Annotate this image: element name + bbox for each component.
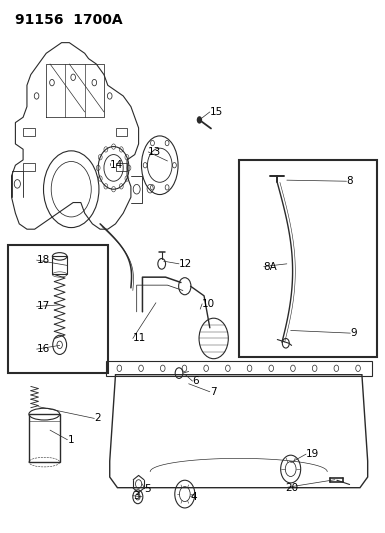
Bar <box>23 163 35 171</box>
Bar <box>239 160 377 357</box>
Bar <box>23 128 35 136</box>
Text: 5: 5 <box>144 484 151 494</box>
Text: 7: 7 <box>210 387 216 397</box>
Text: 3: 3 <box>133 491 139 500</box>
Text: 9: 9 <box>350 328 357 338</box>
Text: 91156  1700A: 91156 1700A <box>15 13 123 27</box>
Text: 6: 6 <box>192 376 199 386</box>
Text: 1: 1 <box>67 435 74 445</box>
Text: 14: 14 <box>110 160 123 170</box>
Text: 15: 15 <box>210 107 223 117</box>
Text: 19: 19 <box>306 449 319 459</box>
Text: 16: 16 <box>37 344 50 354</box>
Bar <box>52 256 67 274</box>
Text: 4: 4 <box>191 492 197 502</box>
Text: 20: 20 <box>285 483 298 492</box>
Circle shape <box>197 116 202 124</box>
Text: 12: 12 <box>179 259 192 269</box>
Text: 10: 10 <box>202 299 215 309</box>
Bar <box>116 128 127 136</box>
Text: 13: 13 <box>148 147 161 157</box>
Bar <box>106 361 372 376</box>
Text: 2: 2 <box>94 414 101 423</box>
Bar <box>29 414 60 462</box>
Text: 18: 18 <box>37 255 50 265</box>
Text: 11: 11 <box>133 334 146 343</box>
Text: 8: 8 <box>346 176 353 186</box>
Text: 17: 17 <box>37 302 50 311</box>
Text: 8A: 8A <box>264 262 278 271</box>
Bar <box>8 245 108 373</box>
Bar <box>116 163 127 171</box>
